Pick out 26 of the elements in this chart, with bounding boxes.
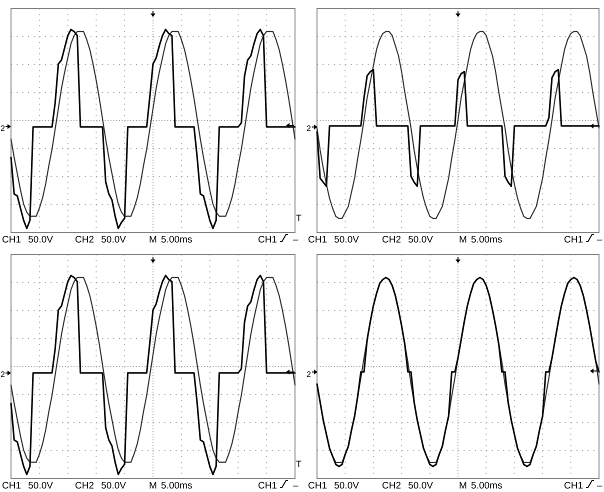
text: 2 bbox=[306, 370, 312, 379]
text: T bbox=[296, 459, 302, 469]
text: CH1 bbox=[564, 480, 584, 492]
text: – bbox=[597, 234, 603, 246]
text: M 5.00ms bbox=[459, 480, 502, 492]
text: CH1 50.0V bbox=[308, 480, 360, 492]
text: 2 bbox=[306, 124, 312, 133]
text: CH2 50.0V bbox=[75, 480, 127, 492]
text: 2 bbox=[0, 370, 6, 379]
text: CH2 50.0V bbox=[382, 480, 434, 492]
text: CH1 bbox=[258, 234, 278, 246]
text: CH1 bbox=[258, 480, 278, 492]
text: CH2 50.0V bbox=[382, 234, 434, 246]
text: – bbox=[293, 480, 299, 492]
text: CH1 50.0V bbox=[2, 480, 54, 492]
text: T bbox=[296, 213, 302, 223]
text: – bbox=[293, 234, 299, 246]
text: 2 bbox=[0, 124, 6, 133]
text: CH1 50.0V bbox=[308, 234, 360, 246]
text: M 5.00ms bbox=[149, 480, 192, 492]
text: CH2 50.0V bbox=[75, 234, 127, 246]
text: CH1 50.0V bbox=[2, 234, 54, 246]
text: – bbox=[597, 480, 603, 492]
text: CH1 bbox=[564, 234, 584, 246]
text: M 5.00ms bbox=[459, 234, 502, 246]
text: M 5.00ms bbox=[149, 234, 192, 246]
